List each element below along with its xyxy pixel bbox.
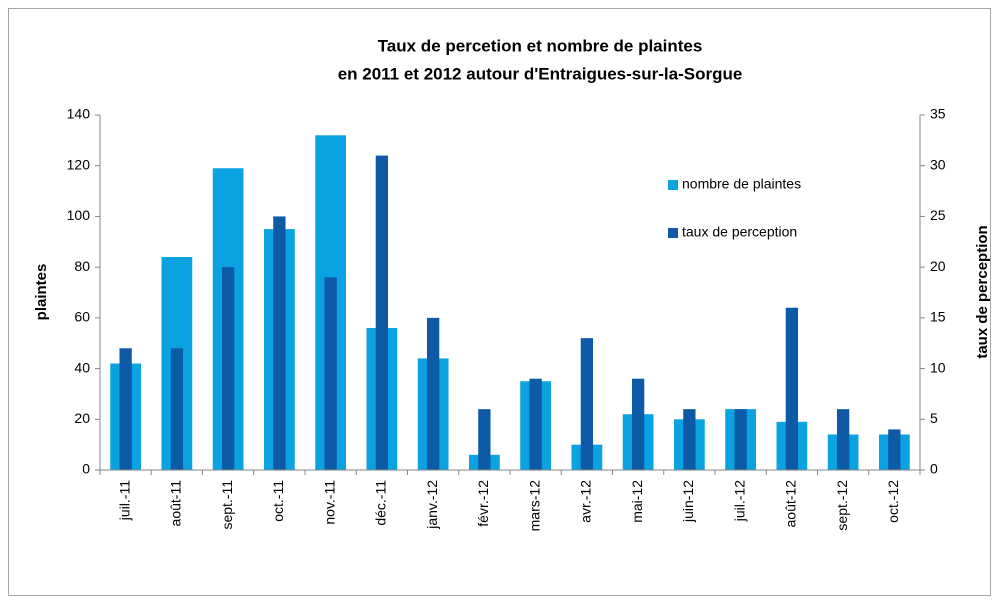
bar (836, 409, 850, 470)
y-axis-title: plaintes (33, 264, 50, 321)
bar (119, 348, 132, 470)
bar (324, 277, 337, 470)
bar (734, 409, 747, 470)
bar (529, 378, 542, 470)
bar (375, 155, 389, 471)
y2-tick-label: 0 (930, 461, 938, 477)
x-tick-label: déc.-11 (373, 480, 389, 526)
x-tick-label: févr.-12 (475, 480, 491, 527)
y-tick-label: 100 (67, 207, 91, 223)
x-tick-label: sept.-11 (219, 480, 235, 530)
bar (785, 307, 799, 470)
y-tick-label: 140 (67, 106, 91, 122)
legend-label: taux de perception (682, 224, 797, 240)
legend-swatch (668, 180, 678, 190)
y-tick-label: 80 (74, 258, 90, 274)
x-tick-label: août-11 (168, 480, 184, 527)
y-tick-label: 40 (74, 359, 90, 375)
y2-axis-title: taux de perception (974, 225, 991, 358)
x-tick-label: juin-12 (680, 480, 696, 523)
bar (631, 378, 645, 470)
x-tick-label: nov.-11 (321, 480, 337, 525)
x-tick-label: juil.-11 (116, 480, 132, 521)
y2-tick-label: 35 (930, 106, 946, 122)
chart-title: Taux de percetion et nombre de plaintes (378, 36, 703, 55)
y2-tick-label: 20 (930, 258, 946, 274)
x-tick-label: sept.-12 (834, 480, 850, 531)
bar (273, 216, 286, 470)
y2-tick-label: 15 (930, 309, 946, 325)
legend-label: nombre de plaintes (682, 176, 801, 192)
x-tick-label: mars-12 (526, 480, 542, 532)
bar (683, 409, 696, 470)
y-tick-label: 20 (74, 410, 90, 426)
x-tick-label: janv.-12 (424, 480, 440, 530)
bar (170, 348, 184, 470)
y-tick-label: 120 (67, 156, 91, 172)
bar (478, 409, 491, 470)
x-tick-label: avr.-12 (578, 480, 594, 523)
y-tick-label: 0 (82, 461, 90, 477)
bar (888, 429, 901, 470)
x-tick-label: mai-12 (629, 480, 645, 523)
bar (221, 267, 235, 470)
x-tick-label: juil.-12 (731, 480, 747, 522)
y2-tick-label: 30 (930, 156, 946, 172)
bar (426, 317, 440, 470)
y2-tick-label: 10 (930, 359, 946, 375)
x-tick-label: août-12 (783, 480, 799, 528)
x-tick-label: oct.-11 (270, 480, 286, 522)
y2-tick-label: 25 (930, 207, 946, 223)
y2-tick-label: 5 (930, 410, 938, 426)
bar (580, 338, 594, 470)
y-tick-label: 60 (74, 309, 90, 325)
chart-title: en 2011 et 2012 autour d'Entraigues-sur-… (338, 64, 743, 83)
x-tick-label: oct.-12 (885, 480, 901, 523)
legend-swatch (668, 228, 678, 238)
